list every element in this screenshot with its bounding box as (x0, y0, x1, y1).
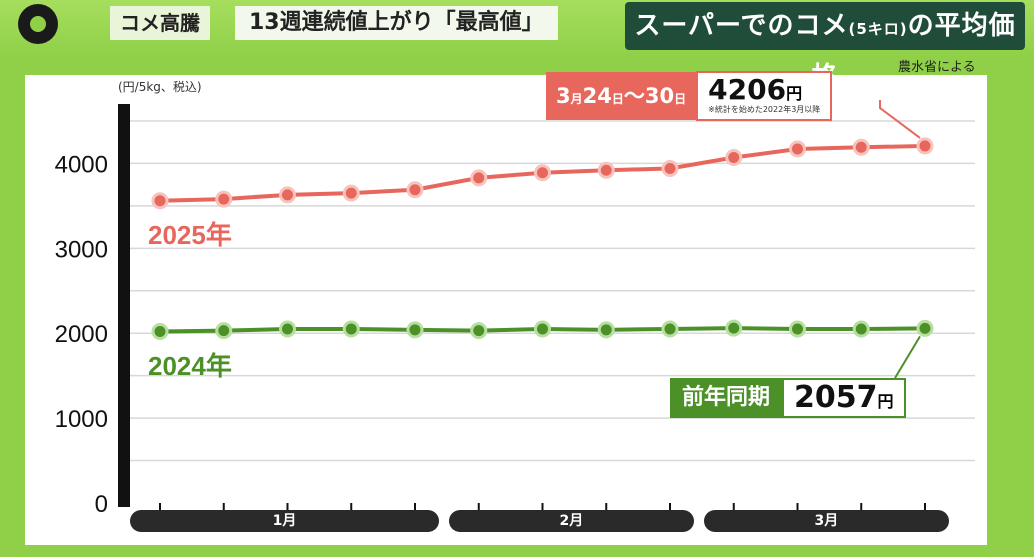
callout-2025-unit: 円 (786, 84, 803, 103)
data-point (279, 186, 296, 204)
data-point (852, 138, 870, 156)
title-main: スーパーでのコメ (634, 11, 849, 41)
data-point (597, 321, 615, 339)
channel-logo-icon (18, 4, 58, 44)
date-day-to: 30 (644, 84, 675, 108)
date-month-unit: 月 (570, 92, 583, 106)
data-point (916, 319, 934, 337)
data-point (534, 164, 551, 182)
source-note: 農水省による (898, 60, 976, 75)
date-day-to-unit: 日 (674, 92, 687, 106)
callout-2025-valuebox: 4206円 ※統計を始めた2022年3月以降 (696, 71, 833, 121)
data-point (406, 181, 424, 199)
y-tick-label: 3000 (55, 236, 108, 263)
callout-2024-value: 2057 (794, 380, 878, 415)
title-small: (5キロ) (848, 20, 908, 38)
topic-headline: 13週連続値上がり「最高値」 (235, 6, 558, 40)
date-day-unit: 日 (611, 92, 624, 106)
date-day-from: 24 (582, 84, 612, 108)
chart-panel (25, 75, 987, 545)
callout-2024-label: 前年同期 (670, 378, 783, 418)
data-point (789, 320, 806, 338)
callout-2025: 3月24日～30日 4206円 ※統計を始めた2022年3月以降 (546, 68, 833, 124)
data-point (342, 184, 360, 202)
data-point (470, 322, 488, 340)
date-sep: ～ (623, 84, 645, 108)
data-point (151, 323, 169, 341)
topic-label: コメ高騰 (110, 6, 210, 40)
month-label: 1月 (130, 510, 439, 532)
data-point (215, 322, 233, 340)
data-point (789, 140, 806, 158)
data-point (725, 148, 743, 166)
callout-2025-connector (879, 100, 921, 139)
callout-2024-valuebox: 2057円 (782, 378, 906, 418)
series-label-2025: 2025年 (148, 219, 232, 250)
y-tick-label: 2000 (55, 321, 108, 348)
y-tick-label: 4000 (55, 151, 108, 178)
data-point (279, 320, 296, 338)
y-axis-unit-label: (円/5kg、税込) (118, 80, 202, 94)
data-point (534, 320, 551, 338)
data-point (406, 321, 424, 339)
date-month: 3 (556, 84, 571, 108)
data-point (852, 320, 870, 338)
data-point (215, 190, 233, 208)
data-point (916, 137, 934, 155)
callout-2024: 前年同期 2057円 (670, 378, 906, 418)
callout-2025-value: 4206 (708, 73, 787, 106)
month-label: 3月 (703, 510, 949, 532)
series-label-2024: 2024年 (148, 350, 232, 381)
data-point (151, 192, 169, 210)
chart-title: スーパーでのコメ(5キロ)の平均価格 (625, 2, 1025, 92)
callout-2025-note: ※統計を始めた2022年3月以降 (708, 105, 821, 114)
month-label: 2月 (448, 510, 694, 532)
title-tail: の平均価格 (811, 11, 1016, 92)
y-tick-label: 1000 (55, 406, 108, 433)
data-point (342, 320, 360, 338)
callout-2024-connector (894, 335, 921, 379)
data-point (661, 160, 679, 178)
data-point (597, 161, 615, 179)
callout-2025-date: 3月24日～30日 (546, 72, 697, 120)
y-tick-label: 0 (95, 491, 108, 518)
y-axis-line (118, 104, 130, 507)
data-point (725, 319, 743, 337)
callout-2024-unit: 円 (877, 392, 894, 411)
data-point (661, 320, 679, 338)
data-point (470, 169, 488, 187)
